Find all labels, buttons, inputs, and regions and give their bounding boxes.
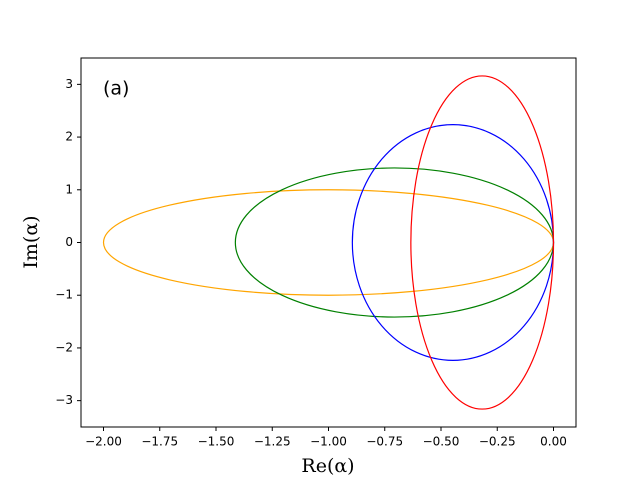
x-tick-label: −1.75 xyxy=(141,435,178,449)
annotation: (a) xyxy=(103,78,129,100)
y-tick-label: 1 xyxy=(65,182,73,196)
x-tick-label: −0.50 xyxy=(423,435,460,449)
y-axis-label: Im(α) xyxy=(20,215,42,268)
curve xyxy=(351,124,555,361)
y-tick-label: −2 xyxy=(55,340,73,354)
y-tick-label: 0 xyxy=(65,235,73,249)
x-tick-label: −2.00 xyxy=(85,435,122,449)
curve xyxy=(410,75,555,410)
x-tick-label: −0.75 xyxy=(366,435,403,449)
y-tick-label: −1 xyxy=(55,288,73,302)
x-axis-label: Re(α) xyxy=(301,455,354,477)
x-tick-label: 0.00 xyxy=(540,435,567,449)
y-tick-label: −3 xyxy=(55,393,73,407)
x-tick-label: −1.50 xyxy=(198,435,235,449)
y-tick-label: 2 xyxy=(65,130,73,144)
plot-frame xyxy=(80,57,577,428)
y-tick-label: 3 xyxy=(65,77,73,91)
x-tick-label: −1.00 xyxy=(310,435,347,449)
curves xyxy=(102,75,555,410)
x-tick-label: −1.25 xyxy=(254,435,291,449)
x-tick-label: −0.25 xyxy=(479,435,516,449)
curve xyxy=(102,189,555,296)
